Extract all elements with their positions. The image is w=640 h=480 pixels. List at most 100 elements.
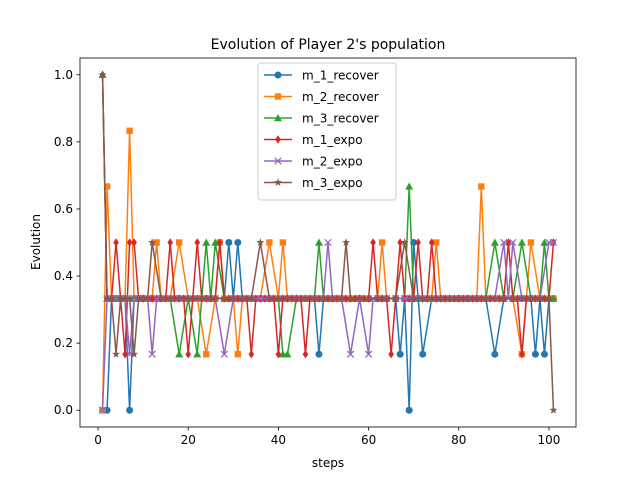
data-point-m_2_recover	[279, 239, 287, 246]
data-point-m_3_expo	[220, 294, 229, 302]
data-point-m_2_expo	[549, 238, 558, 247]
data-point-m_3_expo	[319, 294, 328, 302]
legend-entry-m_3_recover: m_3_recover	[264, 112, 379, 126]
legend-marker	[274, 71, 282, 79]
data-point-m_1_expo	[505, 238, 512, 247]
data-point-m_1_recover	[531, 350, 539, 358]
data-point-m_3_recover	[405, 182, 414, 190]
data-point-m_3_expo	[535, 294, 544, 302]
data-point-m_3_recover	[490, 238, 499, 246]
chart-title: Evolution of Player 2's population	[211, 37, 446, 53]
legend-label: m_2_recover	[302, 90, 379, 104]
data-point-m_3_expo	[544, 294, 553, 302]
data-point-m_3_expo	[490, 294, 499, 302]
data-point-m_2_recover	[478, 183, 485, 190]
data-point-m_1_expo	[194, 238, 201, 247]
data-point-m_3_expo	[481, 294, 490, 302]
data-point-m_3_expo	[193, 294, 202, 302]
data-point-m_3_expo	[445, 294, 454, 302]
data-point-m_2_recover	[378, 239, 386, 246]
data-point-m_3_expo	[130, 350, 139, 358]
data-point-m_3_expo	[247, 294, 256, 302]
plot-area	[98, 70, 558, 414]
data-point-m_3_recover	[517, 238, 526, 246]
data-point-m_1_expo	[248, 350, 255, 359]
data-point-m_2_recover	[234, 351, 242, 358]
data-point-m_1_recover	[126, 406, 134, 414]
legend-marker	[274, 93, 282, 100]
data-point-m_1_expo	[302, 350, 309, 359]
data-point-m_1_expo	[167, 238, 173, 247]
legend: m_1_recover m_2_recover m_3_recover m_1_exp…	[257, 62, 397, 201]
data-point-m_3_expo	[202, 294, 211, 302]
data-point-m_3_expo	[148, 238, 157, 246]
data-point-m_3_expo	[427, 294, 436, 302]
data-point-m_3_expo	[373, 294, 382, 302]
data-point-m_2_expo	[509, 238, 517, 247]
legend-marker	[274, 157, 282, 165]
data-point-m_1_recover	[315, 350, 323, 358]
y-tick-label: 0.8	[54, 135, 73, 149]
data-point-m_1_expo	[126, 238, 133, 247]
data-point-m_3_expo	[274, 294, 283, 302]
data-point-m_1_expo	[397, 238, 403, 247]
legend-box	[257, 62, 397, 201]
data-point-m_3_expo	[472, 294, 481, 302]
data-point-m_3_expo	[184, 294, 193, 302]
legend-label: m_2_expo	[302, 155, 363, 169]
data-point-m_2_expo	[346, 350, 355, 358]
data-point-m_3_expo	[107, 294, 116, 302]
data-point-m_2_recover	[176, 239, 183, 246]
data-point-m_3_expo	[283, 294, 292, 302]
data-point-m_1_expo	[122, 350, 128, 359]
data-point-m_3_expo	[463, 294, 472, 302]
legend-entry-m_2_expo: m_2_expo	[264, 155, 363, 169]
data-point-m_2_expo	[220, 350, 228, 358]
data-point-m_3_expo	[125, 294, 134, 302]
data-point-m_2_expo	[324, 238, 332, 247]
data-point-m_3_expo	[517, 294, 526, 302]
data-point-m_2_expo	[364, 350, 373, 358]
data-point-m_3_expo	[143, 294, 152, 302]
legend-marker	[274, 114, 282, 122]
data-point-m_3_expo	[292, 294, 301, 302]
legend-label: m_3_expo	[302, 176, 363, 190]
legend-entry-m_1_recover: m_1_recover	[264, 69, 379, 83]
data-point-m_3_expo	[256, 238, 265, 246]
data-point-m_2_expo	[500, 238, 508, 247]
data-point-m_3_expo	[355, 294, 364, 302]
data-point-m_3_expo	[526, 294, 535, 302]
data-point-m_1_expo	[216, 238, 223, 247]
data-point-m_3_recover	[314, 238, 323, 246]
data-point-m_3_expo	[121, 294, 130, 302]
data-point-m_2_recover	[103, 183, 111, 190]
data-point-m_2_recover	[433, 239, 440, 246]
data-point-m_3_expo	[98, 70, 107, 79]
data-point-m_1_expo	[131, 238, 137, 247]
data-point-m_3_expo	[175, 294, 184, 302]
data-point-m_3_expo	[310, 294, 319, 302]
data-point-m_1_expo	[370, 238, 376, 247]
data-point-m_1_recover	[491, 350, 499, 358]
data-point-m_2_recover	[203, 351, 210, 358]
data-point-m_3_expo	[134, 294, 143, 302]
data-point-m_3_expo	[238, 294, 247, 302]
x-tick-label: 40	[271, 433, 286, 447]
x-tick-label: 20	[181, 433, 196, 447]
axes: 0 20 40 60 80 100 0.0 0.2 0.4 0.6 0.8 1.0	[54, 57, 577, 447]
legend-label: m_1_recover	[302, 69, 379, 83]
data-point-m_3_expo	[346, 294, 355, 302]
data-point-m_2_recover	[126, 127, 133, 134]
data-point-m_1_recover	[419, 350, 427, 358]
data-point-m_1_expo	[388, 350, 394, 359]
data-point-m_1_recover	[405, 406, 413, 414]
data-point-m_2_recover	[527, 239, 535, 246]
data-point-m_1_recover	[234, 239, 242, 246]
y-tick-label: 1.0	[54, 68, 73, 82]
x-axis-label: steps	[312, 456, 344, 470]
data-point-m_3_expo	[400, 238, 409, 246]
data-point-m_3_expo	[391, 294, 400, 302]
data-point-m_3_recover	[211, 238, 220, 246]
axes-frame	[79, 57, 577, 428]
